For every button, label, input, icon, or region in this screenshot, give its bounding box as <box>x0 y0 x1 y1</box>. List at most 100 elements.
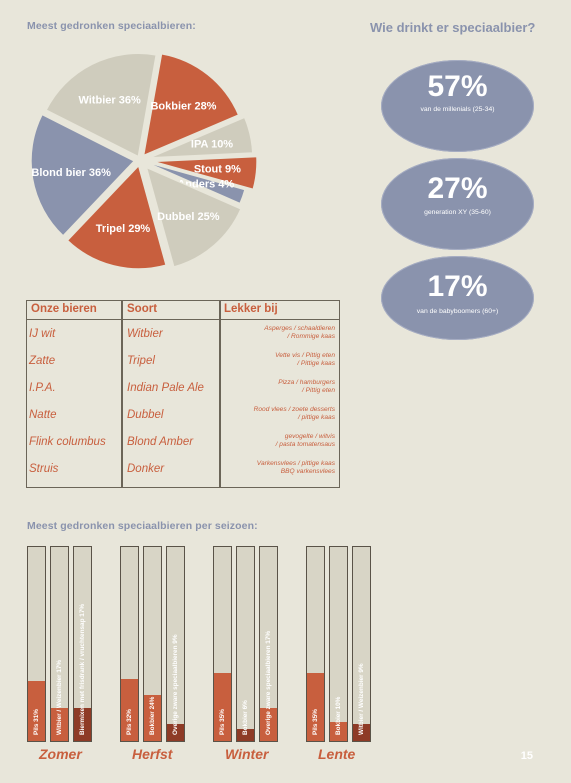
season-bar-label: Bokbier 10% <box>335 696 342 735</box>
table-cell-type: Blond Amber <box>127 436 194 448</box>
pairing-line: / Pittige kaas <box>297 360 335 367</box>
pie-slice-label: Dubbel 25% <box>157 211 220 223</box>
table-cell-beer: Natte <box>29 409 57 421</box>
season-bar: Biermixen met frisdrank / vruchtensap 17… <box>73 546 92 742</box>
table-cell-beer: Struis <box>29 463 59 475</box>
pairing-line: / pittige kaas <box>297 414 335 421</box>
season-bar: Bokbier 10% <box>329 546 348 742</box>
pie-chart-title: Meest gedronken speciaalbieren: <box>27 20 196 32</box>
pairing-line: / Rommige kaas <box>287 333 335 340</box>
season-bar-label: Overige zware speciaalbieren 9% <box>172 634 179 735</box>
table-cell-pairing: Rood vlees / zoete desserts / pittige kaa… <box>225 406 335 422</box>
table-cell-type: Donker <box>127 463 165 475</box>
season-bar-chart: Pils 31% Witbier / Weizenbier 17% Biermixe… <box>0 540 571 770</box>
season-label: Herfst <box>132 746 173 762</box>
season-bar: Bokbier 24% <box>143 546 162 742</box>
demographic-label: van de millenials (25-34) <box>420 106 495 113</box>
demographic-generation-xy: 27% generation XY (35-60) <box>381 158 534 250</box>
pie-slice <box>45 52 157 158</box>
season-bar: Pils 31% <box>27 546 46 742</box>
season-bar-fill <box>353 723 370 741</box>
beer-table: Onze bieren Soort Lekker bij IJ wit Witbi… <box>26 300 340 488</box>
pie-slice-label: IPA 10% <box>191 139 233 151</box>
season-bar-label: Pils 32% <box>126 709 133 735</box>
demographic-pct: 27% <box>427 172 488 205</box>
season-bar-fill <box>51 708 68 741</box>
table-cell-type: Witbier <box>127 328 163 340</box>
season-chart-title: Meest gedronken speciaalbieren per seizo… <box>27 520 258 532</box>
table-header-beers: Onze bieren <box>31 303 97 315</box>
pie-slice-label: Bokbier 28% <box>150 100 216 112</box>
season-bar-label: Pils 35% <box>312 709 319 735</box>
season-bar: Witbier / Weizenbier 17% <box>50 546 69 742</box>
pie-slice-label: Witbier 36% <box>78 94 140 106</box>
pairing-line: Vette vis / Pittig eten <box>275 352 335 359</box>
season-bar: Overige zware speciaalbieren 9% <box>166 546 185 742</box>
season-bar: Overige zware speciaalbieren 17% <box>259 546 278 742</box>
pairing-line: / Pittig eten <box>302 387 335 394</box>
season-bar-label: Bokbier 24% <box>149 696 156 735</box>
pie-slice <box>145 166 242 268</box>
table-cell-beer: IJ wit <box>29 328 56 340</box>
pairing-line: Varkensvlees / pittige kaas <box>256 460 335 467</box>
pairing-line: Asperges / schaaldieren <box>264 325 335 332</box>
table-header-pairing: Lekker bij <box>224 303 278 315</box>
season-bar: Pils 32% <box>120 546 139 742</box>
pairing-line: / pasta tomatensaus <box>275 441 335 448</box>
table-cell-beer: I.P.A. <box>29 382 56 394</box>
demographic-pct: 17% <box>427 270 488 303</box>
demographic-label: generation XY (35-60) <box>424 209 491 216</box>
season-bar-label: Witbier / Weizenbier 17% <box>56 659 63 735</box>
season-bar-label: Biermixen met frisdrank / vruchtensap 17… <box>79 603 86 735</box>
pie-slice <box>149 116 254 159</box>
season-bar-fill <box>307 673 324 741</box>
pie-slice <box>66 164 167 270</box>
table-cell-pairing: Vette vis / Pittig eten / Pittige kaas <box>225 352 335 368</box>
pie-slice-label: Tripel 29% <box>96 223 151 235</box>
season-bar-fill <box>121 679 138 741</box>
season-bar-fill <box>28 681 45 741</box>
season-bar-fill <box>144 694 161 741</box>
table-cell-type: Dubbel <box>127 409 164 421</box>
pie-slice <box>145 161 246 205</box>
pie-chart: Bokbier 28%IPA 10%Stout 9%Anders 4%Dubbe… <box>30 52 258 270</box>
table-cell-beer: Flink columbus <box>29 436 106 448</box>
table-header-type: Soort <box>127 303 158 315</box>
season-bar-fill <box>214 673 231 741</box>
demographics-title: Wie drinkt er speciaalbier? <box>370 20 536 35</box>
demographic-pct: 57% <box>427 70 488 103</box>
season-bar: Pils 35% <box>213 546 232 742</box>
season-label: Lente <box>318 746 356 762</box>
season-bar-fill <box>260 708 277 741</box>
table-header <box>27 301 339 320</box>
pairing-line: Pizza / hamburgers <box>278 379 335 386</box>
season-bar-fill <box>74 708 91 741</box>
table-cell-pairing: Asperges / schaaldieren / Rommige kaas <box>225 325 335 341</box>
season-bar-fill <box>237 729 254 741</box>
season-bar-fill <box>167 723 184 741</box>
pie-slice <box>142 53 240 157</box>
table-cell-pairing: Pizza / hamburgers / Pittig eten <box>225 379 335 395</box>
page-number: 15 <box>520 750 533 762</box>
season-bar: Witbier / Weizenbier 9% <box>352 546 371 742</box>
season-bar: Pils 35% <box>306 546 325 742</box>
pie-slice-label: Stout 9% <box>194 164 241 176</box>
season-bar-label: Pils 35% <box>219 709 226 735</box>
pie-slice-label: Blond bier 36% <box>31 167 111 179</box>
demographic-label: van de babyboomers (60+) <box>416 308 499 315</box>
table-cell-type: Indian Pale Ale <box>127 382 204 394</box>
pairing-line: BBQ varkensvlees <box>280 468 335 475</box>
demographic-babyboomers: 17% van de babyboomers (60+) <box>381 256 534 340</box>
pairing-line: gevogelte / witvis <box>284 433 335 440</box>
table-cell-beer: Zatte <box>29 355 56 367</box>
season-bar-label: Witbier / Weizenbier 9% <box>358 663 365 735</box>
season-label: Winter <box>225 746 269 762</box>
season-bar-label: Overige zware speciaalbieren 17% <box>265 630 272 735</box>
pie-slice <box>30 113 136 237</box>
season-bar-fill <box>330 721 347 741</box>
pairing-line: Rood vlees / zoete desserts <box>253 406 335 413</box>
table-cell-type: Tripel <box>127 355 155 367</box>
table-cell-pairing: Varkensvlees / pittige kaas BBQ varkensvl… <box>225 460 335 476</box>
demographic-millenials: 57% van de millenials (25-34) <box>381 60 534 152</box>
season-bar: Bokbier 6% <box>236 546 255 742</box>
